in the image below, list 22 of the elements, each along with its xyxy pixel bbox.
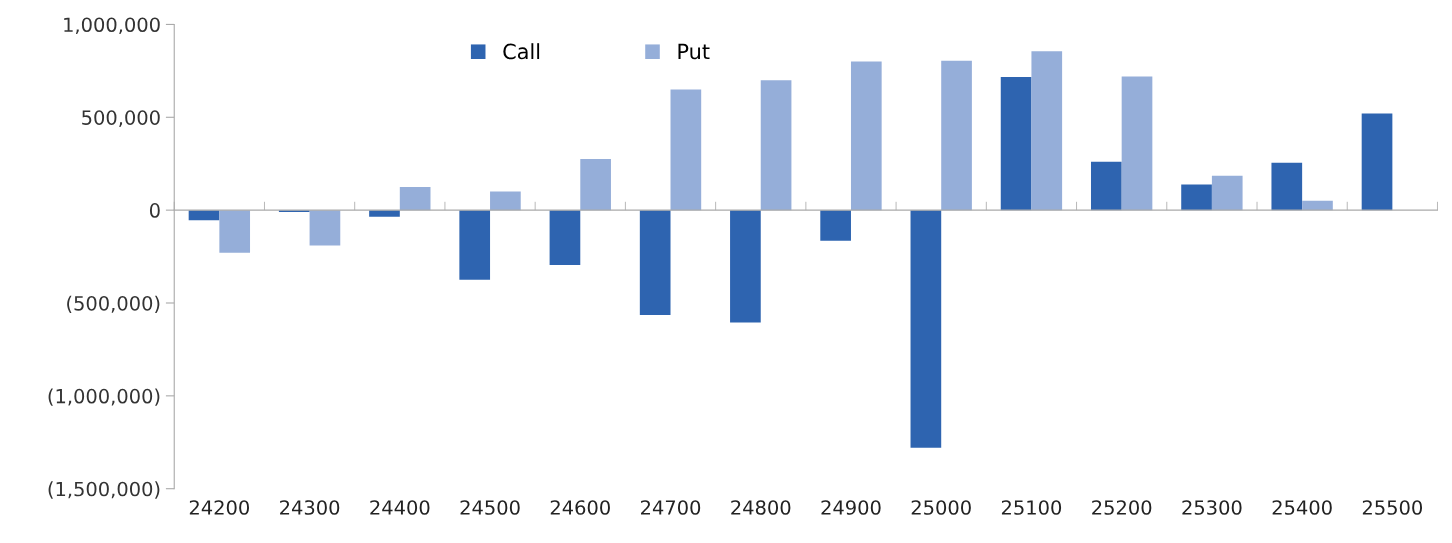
x-tick-label: 24900 xyxy=(821,500,881,515)
x-tick-label: 25200 xyxy=(1092,500,1152,515)
y-tick-label: (1,000,000) xyxy=(48,388,160,406)
x-tick-label: 24300 xyxy=(280,500,340,515)
x-tick-label: 25300 xyxy=(1182,500,1242,515)
y-tick-label: (1,500,000) xyxy=(48,481,160,499)
legend-label: Put xyxy=(678,43,710,60)
x-tick-label: 25000 xyxy=(911,500,971,515)
x-tick-label: 24700 xyxy=(641,500,701,515)
x-tick-label: 24500 xyxy=(460,500,520,515)
x-tick-label: 25100 xyxy=(1001,500,1062,515)
x-tick-label: 24200 xyxy=(189,500,249,515)
x-tick-label: 25500 xyxy=(1362,500,1422,515)
y-tick-label: 0 xyxy=(149,203,160,218)
y-tick-label: (500,000) xyxy=(67,295,160,313)
x-tick-label: 24600 xyxy=(550,500,610,515)
legend-label: Call xyxy=(503,43,540,60)
y-tick-label: 1,000,000 xyxy=(64,17,160,35)
x-tick-label: 24400 xyxy=(370,500,430,515)
y-tick-label: 500,000 xyxy=(82,110,160,127)
x-tick-label: 25400 xyxy=(1272,500,1332,515)
x-tick-label: 24800 xyxy=(731,500,791,515)
